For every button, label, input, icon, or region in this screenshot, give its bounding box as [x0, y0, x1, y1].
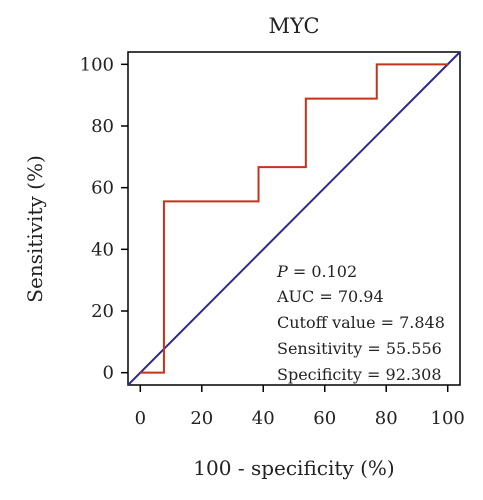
y-axis-label: Sensitivity (%): [23, 155, 47, 303]
annotation-box: P = 0.102 AUC = 70.94 Cutoff value = 7.8…: [276, 262, 445, 384]
annotation-sensitivity: Sensitivity = 55.556: [277, 339, 442, 358]
x-tick-label: 100: [431, 408, 465, 429]
y-tick-label: 80: [91, 116, 114, 137]
reference-diagonal-line: [127, 51, 461, 386]
annotation-p: P = 0.102: [276, 262, 357, 281]
y-tick-label: 100: [80, 54, 114, 75]
x-tick-label: 80: [375, 408, 398, 429]
y-tick-label: 40: [91, 239, 114, 260]
x-axis-label: 100 - specificity (%): [193, 456, 394, 480]
annotation-specificity: Specificity = 92.308: [277, 365, 442, 384]
annotation-auc: AUC = 70.94: [276, 287, 384, 306]
roc-curve-line: [140, 63, 448, 374]
y-tick-label: 60: [91, 178, 114, 199]
y-tick-label: 20: [91, 301, 114, 322]
x-tick-label: 20: [190, 408, 213, 429]
x-tick-label: 60: [313, 408, 336, 429]
plot-frame: [127, 51, 461, 386]
x-tick-label: 40: [252, 408, 275, 429]
plot-area: 0 20 40 60 80 100 0 20 40 60 80 100: [80, 51, 465, 429]
x-tick-label: 0: [135, 408, 146, 429]
y-tick-label: 0: [103, 363, 114, 384]
chart-title: MYC: [268, 14, 319, 38]
annotation-cutoff: Cutoff value = 7.848: [277, 313, 445, 332]
